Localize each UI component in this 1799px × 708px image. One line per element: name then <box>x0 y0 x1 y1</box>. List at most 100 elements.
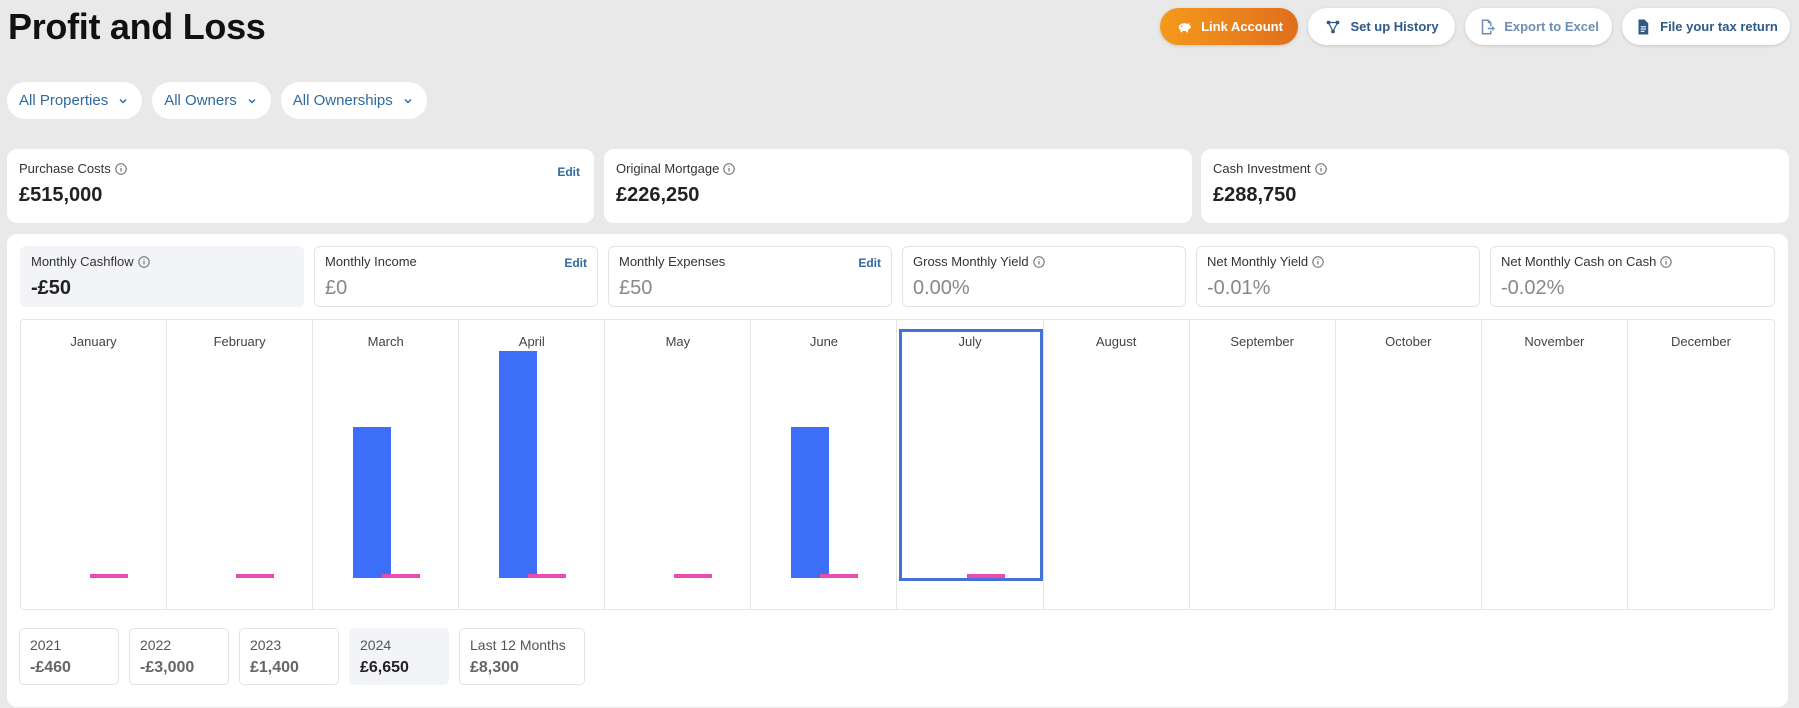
monthly-cashflow-metric[interactable]: Monthly Cashflow -£50 <box>20 246 304 307</box>
monthly-income-label-row: Monthly Income <box>325 254 587 269</box>
edit-purchase-costs-link[interactable]: Edit <box>557 165 580 179</box>
owners-filter[interactable]: All Owners <box>152 82 271 119</box>
expense-bar[interactable] <box>674 574 713 578</box>
income-bar[interactable] <box>791 427 830 578</box>
income-bar[interactable] <box>499 350 538 578</box>
month-column-september[interactable]: September <box>1190 320 1336 609</box>
income-bar[interactable] <box>353 427 392 578</box>
expense-bar[interactable] <box>820 574 859 578</box>
year-card-2023[interactable]: 2023 £1,400 <box>239 628 339 685</box>
net-monthly-yield-value: -0.01% <box>1207 277 1271 299</box>
ownerships-filter-label: All Ownerships <box>292 92 393 109</box>
year-value: -£3,000 <box>140 659 195 676</box>
net-monthly-cash-on-cash-label: Net Monthly Cash on Cash <box>1501 254 1657 269</box>
info-icon[interactable] <box>1312 255 1324 268</box>
year-label: 2024 <box>360 637 392 653</box>
filters-bar: All Properties All Owners All Ownerships <box>7 82 427 119</box>
original-mortgage-label-row: Original Mortgage <box>616 161 1180 176</box>
expense-bar[interactable] <box>528 574 567 578</box>
month-label: September <box>1230 334 1294 349</box>
month-column-november[interactable]: November <box>1482 320 1628 609</box>
year-label: 2021 <box>30 637 62 653</box>
edit-monthly-income-link[interactable]: Edit <box>564 256 587 270</box>
year-value: £8,300 <box>470 659 519 676</box>
info-icon[interactable] <box>1314 162 1327 175</box>
selected-month-outline <box>898 329 1043 581</box>
properties-filter-label: All Properties <box>19 92 109 109</box>
month-label: June <box>809 334 839 349</box>
info-icon[interactable] <box>115 162 127 175</box>
original-mortgage-label: Original Mortgage <box>616 161 720 176</box>
gross-monthly-yield-metric[interactable]: Gross Monthly Yield 0.00% <box>902 246 1186 307</box>
page-title: Profit and Loss <box>8 6 266 47</box>
monthly-expenses-metric[interactable]: Monthly Expenses £50 Edit <box>608 246 892 307</box>
net-monthly-yield-metric[interactable]: Net Monthly Yield -0.01% <box>1196 246 1480 307</box>
year-card-last-12-months[interactable]: Last 12 Months £8,300 <box>459 628 585 685</box>
info-icon[interactable] <box>723 162 736 175</box>
gross-monthly-yield-label: Gross Monthly Yield <box>913 254 1029 269</box>
month-column-february[interactable]: February <box>167 320 314 609</box>
profit-loss-panel: Monthly Cashflow -£50 Monthly Income £0 … <box>7 234 1788 707</box>
gross-monthly-yield-value: 0.00% <box>913 277 970 299</box>
cash-investment-value: £288,750 <box>1213 184 1297 206</box>
expense-bar[interactable] <box>236 574 275 578</box>
net-monthly-cash-on-cash-metric[interactable]: Net Monthly Cash on Cash -0.02% <box>1490 246 1775 307</box>
year-card-2021[interactable]: 2021 -£460 <box>19 628 119 685</box>
info-icon[interactable] <box>1660 255 1673 268</box>
monthly-bar-chart: January February March April May June July Augu… <box>20 319 1775 610</box>
piggy-bank-icon <box>1178 22 1191 32</box>
monthly-income-metric[interactable]: Monthly Income £0 Edit <box>314 246 598 307</box>
purchase-costs-label-row: Purchase Costs <box>19 161 582 176</box>
monthly-cashflow-label-row: Monthly Cashflow <box>31 254 293 269</box>
month-column-july[interactable]: July <box>898 320 1044 609</box>
month-label: November <box>1524 334 1585 349</box>
properties-filter[interactable]: All Properties <box>7 82 143 119</box>
export-excel-label: Export to Excel <box>1504 19 1599 34</box>
month-column-august[interactable]: August <box>1044 320 1190 609</box>
year-label: 2023 <box>250 637 282 653</box>
original-mortgage-value: £226,250 <box>616 184 700 206</box>
month-column-april[interactable]: April <box>459 320 606 609</box>
monthly-cashflow-value: -£50 <box>31 277 72 299</box>
cash-investment-label-row: Cash Investment <box>1213 161 1777 176</box>
info-icon[interactable] <box>1032 255 1045 268</box>
set-up-history-button[interactable]: Set up History <box>1308 8 1455 45</box>
expense-bar[interactable] <box>90 574 129 578</box>
expense-bar[interactable] <box>382 574 421 578</box>
month-label: October <box>1385 334 1432 349</box>
ownerships-filter[interactable]: All Ownerships <box>280 82 427 119</box>
month-label: May <box>665 334 691 349</box>
month-column-march[interactable]: March <box>313 320 460 609</box>
original-mortgage-card: Original Mortgage £226,250 <box>604 149 1192 223</box>
monthly-cashflow-label: Monthly Cashflow <box>31 254 134 269</box>
month-column-january[interactable]: January <box>21 320 168 609</box>
purchase-costs-card: Purchase Costs £515,000 Edit <box>7 149 594 223</box>
expense-bar[interactable] <box>966 574 1005 578</box>
month-column-may[interactable]: May <box>605 320 752 609</box>
net-monthly-yield-label-row: Net Monthly Yield <box>1207 254 1469 269</box>
year-card-2022[interactable]: 2022 -£3,000 <box>129 628 229 685</box>
month-column-december[interactable]: December <box>1628 320 1774 609</box>
chevron-down-icon <box>119 98 127 103</box>
info-icon[interactable] <box>137 255 150 268</box>
gross-monthly-yield-label-row: Gross Monthly Yield <box>913 254 1175 269</box>
month-column-october[interactable]: October <box>1336 320 1482 609</box>
year-label: 2022 <box>140 637 172 653</box>
cash-investment-card: Cash Investment £288,750 <box>1201 149 1789 223</box>
flow-icon <box>1327 20 1340 33</box>
link-account-button[interactable]: Link Account <box>1160 8 1298 45</box>
monthly-expenses-label: Monthly Expenses <box>619 254 726 269</box>
edit-monthly-expenses-link[interactable]: Edit <box>858 256 881 270</box>
month-label: July <box>958 334 982 349</box>
month-label: August <box>1095 334 1137 349</box>
export-excel-button[interactable]: Export to Excel <box>1465 8 1612 45</box>
year-value: £1,400 <box>250 659 299 676</box>
owners-filter-label: All Owners <box>164 92 237 109</box>
month-label: February <box>213 334 266 349</box>
month-label: March <box>367 334 404 349</box>
net-monthly-cash-on-cash-value: -0.02% <box>1501 277 1565 299</box>
file-tax-return-label: File your tax return <box>1660 19 1778 34</box>
file-tax-return-button[interactable]: File your tax return <box>1622 8 1790 45</box>
month-column-june[interactable]: June <box>751 320 898 609</box>
year-card-2024[interactable]: 2024 £6,650 <box>349 628 449 685</box>
